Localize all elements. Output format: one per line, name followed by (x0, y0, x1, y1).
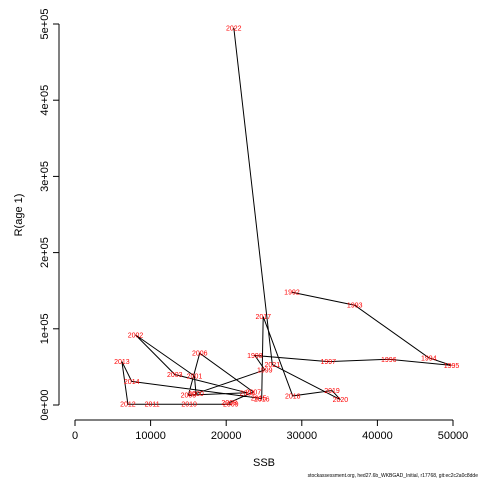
y-axis-ticks: 0e+00 1e+05 2e+05 3e+05 4e+05 5e+05 (39, 9, 59, 421)
year-label-1998: 1998 (247, 353, 263, 360)
x-tick-label: 40000 (362, 430, 393, 442)
y-tick-label: 1e+05 (39, 313, 51, 344)
year-label-2009: 2009 (223, 402, 239, 409)
year-label-2004: 2004 (240, 390, 256, 397)
year-label-2012: 2012 (120, 402, 136, 409)
x-axis-title: SSB (253, 457, 275, 469)
x-tick-label: 30000 (287, 430, 318, 442)
year-label-2002: 2002 (128, 332, 144, 339)
year-label-2001: 2001 (187, 374, 203, 381)
year-label-2020: 2020 (333, 397, 349, 404)
year-label-2018: 2018 (285, 393, 301, 400)
year-label-1995: 1995 (444, 363, 460, 370)
y-tick-label: 4e+05 (39, 85, 51, 116)
plot-frame (59, 10, 470, 420)
recruitment-trajectory-line (121, 27, 452, 405)
year-label-2017: 2017 (255, 314, 271, 321)
y-tick-label: 5e+05 (39, 9, 51, 40)
year-label-1997: 1997 (320, 359, 336, 366)
x-tick-label: 0 (72, 430, 78, 442)
x-tick-label: 10000 (135, 430, 166, 442)
x-axis-ticks: 0 10000 20000 30000 40000 50000 (72, 420, 468, 442)
year-label-2013: 2013 (114, 359, 130, 366)
year-label-2019: 2019 (324, 388, 340, 395)
y-axis-title: R(age 1) (13, 194, 25, 237)
year-label-2006: 2006 (192, 351, 208, 358)
year-label-1996: 1996 (381, 357, 397, 364)
y-tick-label: 3e+05 (39, 161, 51, 192)
x-tick-label: 20000 (211, 430, 242, 442)
year-label-1992: 1992 (284, 290, 300, 297)
year-label-2022: 2022 (226, 25, 242, 32)
year-label-2015: 2015 (251, 396, 267, 403)
footer-text: stockassessment.org, hed27.6b_WKBGAD_Ini… (308, 473, 479, 479)
year-label-2003: 2003 (167, 372, 183, 379)
year-label-2021: 2021 (265, 362, 281, 369)
y-tick-label: 2e+05 (39, 237, 51, 268)
year-label-2000: 2000 (188, 391, 204, 398)
year-label-1999: 1999 (257, 367, 273, 374)
x-tick-label: 50000 (438, 430, 469, 442)
year-label-2011: 2011 (145, 402, 160, 409)
year-label-2007: 2007 (246, 390, 262, 397)
year-label-1993: 1993 (347, 303, 363, 310)
year-label-2016: 2016 (254, 396, 270, 403)
year-label-1994: 1994 (421, 355, 437, 362)
year-label-2008: 2008 (221, 400, 237, 407)
year-label-2005: 2005 (181, 393, 197, 400)
plot-area: 1992 1993 1994 1995 1996 1997 1998 1999 2000 2001… (59, 10, 470, 420)
y-tick-label: 0e+00 (39, 390, 51, 421)
year-label-2014: 2014 (124, 379, 140, 386)
year-labels: 1992 1993 1994 1995 1996 1997 1998 1999 2000 2001… (114, 25, 459, 408)
year-label-2010: 2010 (181, 402, 197, 409)
